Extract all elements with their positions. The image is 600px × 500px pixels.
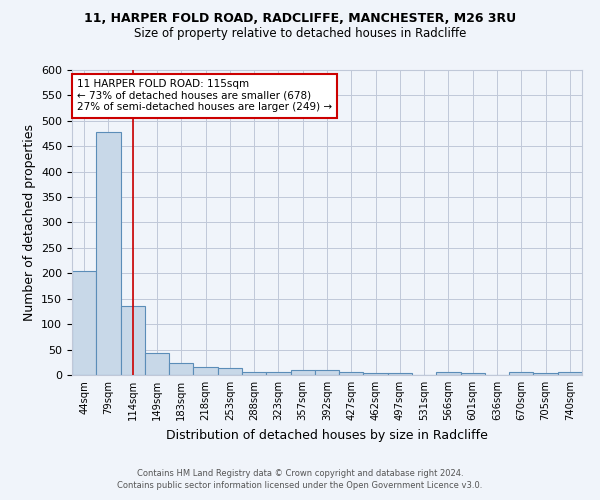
- Text: 11 HARPER FOLD ROAD: 115sqm
← 73% of detached houses are smaller (678)
27% of se: 11 HARPER FOLD ROAD: 115sqm ← 73% of det…: [77, 79, 332, 112]
- Bar: [533, 374, 558, 375]
- Bar: [145, 353, 169, 375]
- Bar: [339, 372, 364, 375]
- Bar: [461, 374, 485, 375]
- Bar: [169, 363, 193, 375]
- Bar: [388, 374, 412, 375]
- Bar: [72, 271, 96, 375]
- Text: 11, HARPER FOLD ROAD, RADCLIFFE, MANCHESTER, M26 3RU: 11, HARPER FOLD ROAD, RADCLIFFE, MANCHES…: [84, 12, 516, 26]
- Bar: [193, 368, 218, 375]
- Bar: [436, 372, 461, 375]
- X-axis label: Distribution of detached houses by size in Radcliffe: Distribution of detached houses by size …: [166, 428, 488, 442]
- Bar: [290, 370, 315, 375]
- Bar: [266, 372, 290, 375]
- Bar: [218, 368, 242, 375]
- Text: Contains HM Land Registry data © Crown copyright and database right 2024.: Contains HM Land Registry data © Crown c…: [137, 468, 463, 477]
- Bar: [315, 370, 339, 375]
- Bar: [509, 372, 533, 375]
- Bar: [121, 306, 145, 375]
- Text: Contains public sector information licensed under the Open Government Licence v3: Contains public sector information licen…: [118, 481, 482, 490]
- Bar: [364, 374, 388, 375]
- Bar: [558, 372, 582, 375]
- Y-axis label: Number of detached properties: Number of detached properties: [23, 124, 35, 321]
- Text: Size of property relative to detached houses in Radcliffe: Size of property relative to detached ho…: [134, 28, 466, 40]
- Bar: [96, 132, 121, 375]
- Bar: [242, 372, 266, 375]
